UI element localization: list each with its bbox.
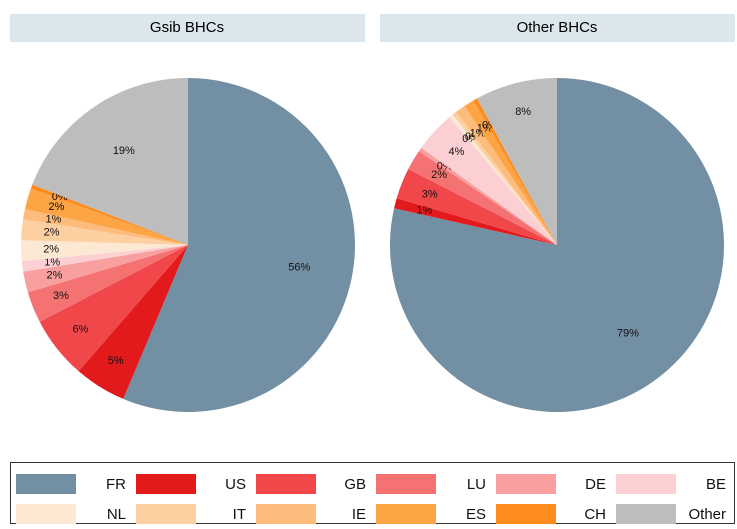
pie-slice (22, 208, 188, 245)
legend-swatch (496, 504, 556, 524)
legend-swatch (496, 474, 556, 494)
pie-slice (123, 78, 355, 412)
legend-swatch (256, 504, 316, 524)
pie-slice (452, 112, 557, 245)
legend-swatch (16, 504, 76, 524)
pie-slice (27, 245, 189, 322)
pie-slice (418, 147, 557, 245)
legend-swatch (136, 504, 196, 524)
pie-slice (476, 78, 557, 245)
pie-slice (24, 188, 188, 245)
pie-slice (21, 245, 189, 272)
slice-label: 6% (72, 324, 88, 336)
legend-label: NL (107, 506, 126, 523)
pie-slice (21, 240, 188, 262)
slice-label: 2% (48, 201, 64, 213)
slice-label: 1% (45, 214, 61, 226)
panel-title: Other BHCs (517, 19, 598, 36)
pie-slice (39, 245, 188, 372)
slice-label: 2% (47, 269, 63, 281)
slice-label: 3% (53, 290, 69, 302)
panel-title: Gsib BHCs (150, 19, 224, 36)
pie-slice (32, 77, 188, 245)
legend-label: CH (584, 506, 606, 523)
slice-label: 2% (431, 169, 447, 181)
legend-label: US (225, 476, 246, 493)
legend-label: FR (106, 476, 126, 493)
legend-label: IE (352, 506, 366, 523)
legend-label: GB (344, 476, 366, 493)
slice-label: 79% (617, 328, 639, 340)
pie-slice (473, 98, 557, 245)
pie-slice (455, 105, 557, 246)
legend-swatch (616, 504, 676, 524)
pie-slice (21, 219, 189, 245)
slice-label: 56% (288, 261, 310, 273)
legend-label: ES (466, 506, 486, 523)
slice-label: 5% (108, 355, 124, 367)
pie-slice (421, 117, 557, 245)
pie-slice (23, 245, 188, 293)
pie-slice (394, 198, 557, 245)
legend-label: Other (688, 506, 726, 523)
slice-label: 1% (44, 257, 60, 269)
legend-label: LU (467, 476, 486, 493)
slice-label: 2% (44, 226, 60, 238)
legend-swatch (616, 474, 676, 494)
legend-label: BE (706, 476, 726, 493)
pie-slice (390, 78, 725, 412)
legend-swatch (376, 474, 436, 494)
pie-slice (396, 169, 557, 245)
slice-label: 2% (43, 244, 59, 256)
slice-label: 8% (515, 106, 531, 118)
pie-slice (78, 245, 188, 399)
slice-label: 4% (449, 146, 465, 158)
panel-header (10, 14, 365, 42)
legend-label: DE (585, 476, 606, 493)
slice-label: 3% (422, 188, 438, 200)
slice-label: 19% (113, 145, 135, 157)
panel-header (380, 14, 735, 42)
legend-swatch (376, 504, 436, 524)
pie-slice (449, 114, 557, 246)
legend-swatch (16, 474, 76, 494)
legend-swatch (136, 474, 196, 494)
legend-swatch (256, 474, 316, 494)
pie-slice (30, 184, 189, 245)
slice-label: 1% (416, 205, 432, 217)
legend-label: IT (233, 506, 246, 523)
pie-slice (408, 151, 557, 245)
pie-slice (464, 100, 557, 245)
slice-label: 0% (482, 120, 498, 132)
